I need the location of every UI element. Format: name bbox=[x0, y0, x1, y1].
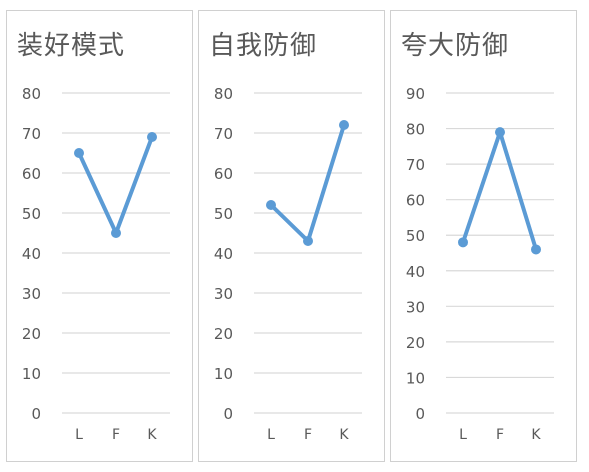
y-tick-label: 40 bbox=[214, 245, 233, 263]
y-tick-label: 30 bbox=[22, 285, 41, 303]
y-tick-label: 50 bbox=[214, 205, 233, 223]
x-tick-label: L bbox=[267, 427, 275, 443]
x-tick-label: L bbox=[75, 427, 83, 443]
x-tick-label: K bbox=[147, 427, 157, 443]
y-tick-label: 80 bbox=[214, 85, 233, 103]
data-point bbox=[495, 127, 505, 138]
y-tick-label: 70 bbox=[406, 156, 425, 174]
chart-panel-3: 夸大防御 0 10 20 30 40 50 60 70 80 90 L F K bbox=[390, 10, 577, 462]
y-tick-label: 80 bbox=[22, 85, 41, 103]
x-tick-label: K bbox=[531, 427, 541, 443]
data-point bbox=[458, 237, 468, 248]
line-chart: 0 10 20 30 40 50 60 70 80 L F K bbox=[214, 85, 362, 443]
y-tick-label: 60 bbox=[406, 192, 425, 210]
x-tick-label: L bbox=[459, 427, 467, 443]
y-tick-label: 20 bbox=[214, 325, 233, 343]
series-line bbox=[77, 135, 154, 235]
x-tick-label: F bbox=[112, 427, 120, 443]
data-point bbox=[111, 228, 121, 238]
data-point bbox=[74, 148, 84, 158]
line-chart: 0 10 20 30 40 50 60 70 80 90 L F K bbox=[406, 85, 554, 443]
data-point bbox=[339, 120, 349, 130]
y-tick-label: 0 bbox=[415, 405, 425, 423]
y-tick-label: 30 bbox=[214, 285, 233, 303]
y-tick-label: 10 bbox=[22, 365, 41, 383]
x-tick-label: F bbox=[496, 427, 504, 443]
y-tick-label: 70 bbox=[214, 125, 233, 143]
chart-title: 自我防御 bbox=[209, 31, 318, 61]
y-tick-label: 90 bbox=[406, 85, 425, 103]
y-tick-label: 50 bbox=[406, 227, 425, 245]
y-tick-label: 30 bbox=[406, 298, 425, 316]
data-point bbox=[531, 244, 541, 255]
y-tick-label: 60 bbox=[214, 165, 233, 183]
y-tick-label: 70 bbox=[22, 125, 41, 143]
y-tick-label: 0 bbox=[31, 405, 41, 423]
data-point bbox=[266, 200, 276, 210]
chart-panel-2: 自我防御 0 10 20 30 40 50 60 70 80 L F K bbox=[198, 10, 385, 462]
series-line bbox=[269, 123, 346, 243]
chart-title: 装好模式 bbox=[17, 31, 126, 61]
y-tick-label: 60 bbox=[22, 165, 41, 183]
y-tick-label: 0 bbox=[223, 405, 233, 423]
data-point bbox=[303, 236, 313, 246]
y-tick-label: 10 bbox=[406, 369, 425, 387]
y-tick-label: 20 bbox=[406, 334, 425, 352]
x-tick-label: F bbox=[304, 427, 312, 443]
y-tick-label: 10 bbox=[214, 365, 233, 383]
series-line bbox=[461, 130, 538, 252]
y-tick-label: 40 bbox=[22, 245, 41, 263]
y-tick-label: 20 bbox=[22, 325, 41, 343]
chart-panel-1: 装好模式 0 10 20 30 40 50 60 70 80 L F K bbox=[6, 10, 193, 462]
y-tick-label: 40 bbox=[406, 263, 425, 281]
chart-title: 夸大防御 bbox=[401, 31, 510, 61]
line-chart: 0 10 20 30 40 50 60 70 80 L F K bbox=[22, 85, 170, 443]
y-tick-label: 80 bbox=[406, 121, 425, 139]
data-point bbox=[147, 132, 157, 142]
y-tick-label: 50 bbox=[22, 205, 41, 223]
x-tick-label: K bbox=[339, 427, 349, 443]
